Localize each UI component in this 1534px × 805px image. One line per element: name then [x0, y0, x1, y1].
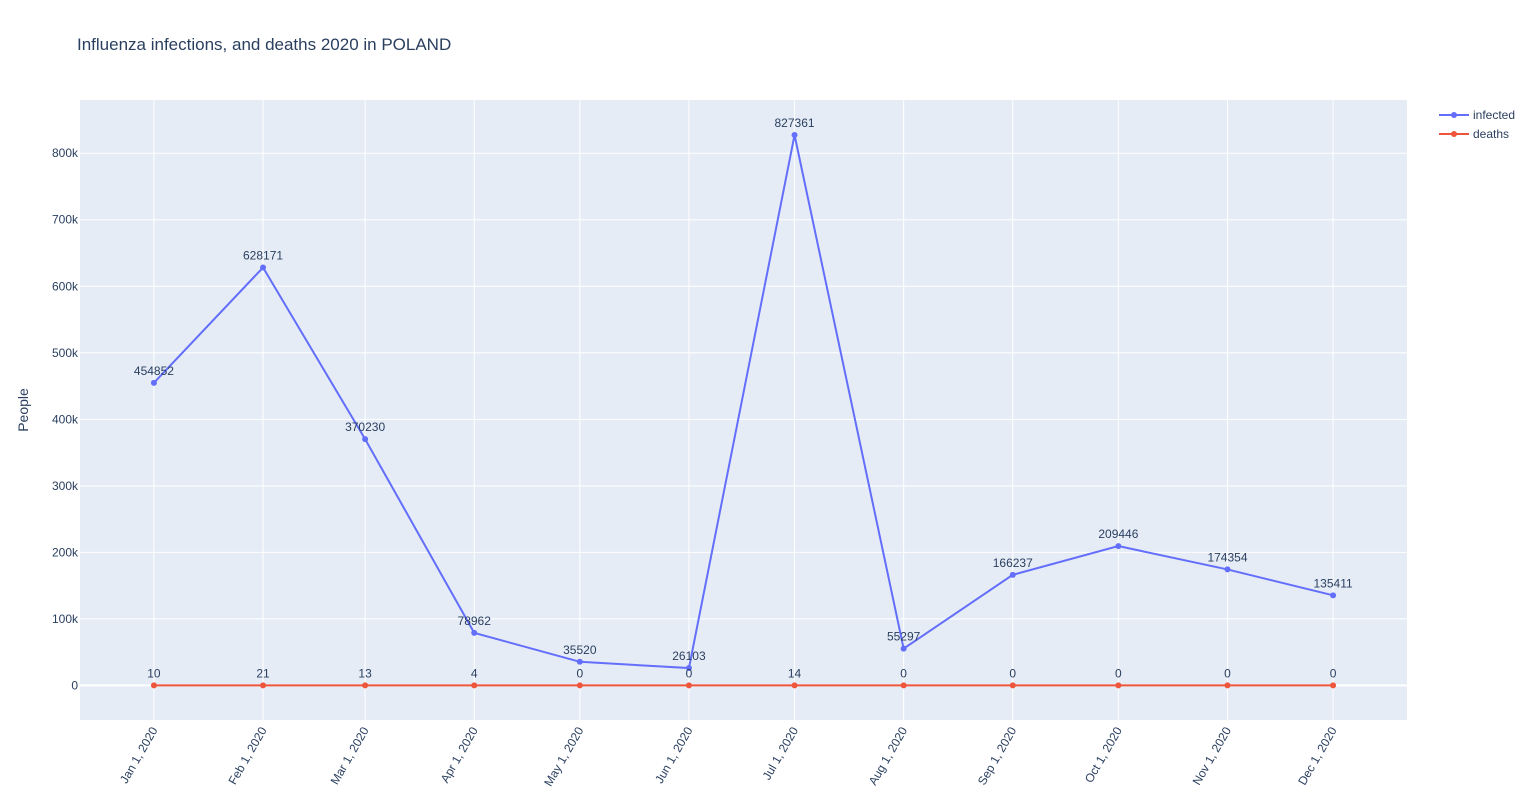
- data-point-infected: [260, 265, 266, 271]
- x-tick-label: Feb 1, 2020: [225, 724, 269, 787]
- legend-label: deaths: [1473, 127, 1509, 141]
- plot-area: [80, 100, 1407, 720]
- data-point-infected: [1115, 543, 1121, 549]
- data-label-deaths: 14: [788, 666, 802, 680]
- data-point-infected: [1330, 592, 1336, 598]
- x-tick-label: Jul 1, 2020: [760, 724, 802, 782]
- data-label-infected: 78962: [458, 614, 492, 628]
- data-point-infected: [471, 630, 477, 636]
- data-point-deaths: [151, 682, 157, 688]
- data-label-deaths: 0: [900, 666, 907, 680]
- x-tick-label: Aug 1, 2020: [866, 724, 911, 787]
- data-label-deaths: 0: [576, 666, 583, 680]
- data-point-deaths: [1224, 682, 1230, 688]
- x-tick-label: Jun 1, 2020: [652, 724, 696, 786]
- data-label-deaths: 4: [471, 666, 478, 680]
- data-point-infected: [792, 132, 798, 138]
- y-tick-label: 300k: [52, 479, 79, 493]
- data-point-deaths: [1330, 682, 1336, 688]
- data-point-deaths: [686, 682, 692, 688]
- data-label-deaths: 10: [147, 666, 161, 680]
- data-point-deaths: [471, 682, 477, 688]
- data-point-infected: [362, 436, 368, 442]
- y-tick-label: 100k: [52, 612, 79, 626]
- data-point-infected: [151, 380, 157, 386]
- data-label-deaths: 21: [256, 666, 270, 680]
- data-label-deaths: 0: [1224, 666, 1231, 680]
- data-label-deaths: 0: [1330, 666, 1337, 680]
- x-tick-label: Mar 1, 2020: [328, 724, 372, 787]
- data-label-infected: 35520: [563, 643, 597, 657]
- y-tick-label: 400k: [52, 412, 79, 426]
- y-axis-title: People: [15, 388, 31, 432]
- legend-label: infected: [1473, 108, 1515, 122]
- data-label-infected: 370230: [345, 420, 385, 434]
- legend-swatch-marker: [1451, 112, 1457, 118]
- y-tick-label: 0: [71, 678, 78, 692]
- y-tick-label: 200k: [52, 545, 79, 559]
- data-label-infected: 628171: [243, 249, 283, 263]
- data-point-infected: [901, 646, 907, 652]
- data-point-infected: [577, 659, 583, 665]
- data-point-deaths: [901, 682, 907, 688]
- x-axis: Jan 1, 2020 Feb 1, 2020 Mar 1, 2020 Apr 1, …: [117, 724, 1340, 788]
- x-tick-label: Sep 1, 2020: [975, 724, 1020, 787]
- x-tick-label: Oct 1, 2020: [1082, 724, 1125, 785]
- data-label-infected: 55297: [887, 630, 921, 644]
- y-tick-label: 500k: [52, 346, 79, 360]
- data-label-infected: 174354: [1207, 550, 1247, 564]
- x-tick-label: Jan 1, 2020: [117, 724, 161, 786]
- x-tick-label: Apr 1, 2020: [438, 724, 481, 785]
- chart-title: Influenza infections, and deaths 2020 in…: [77, 35, 451, 54]
- data-point-deaths: [1115, 682, 1121, 688]
- x-tick-label: May 1, 2020: [541, 724, 586, 788]
- legend[interactable]: infected deaths: [1439, 108, 1515, 141]
- legend-swatch-marker: [1451, 131, 1457, 137]
- y-tick-label: 700k: [52, 213, 79, 227]
- data-point-deaths: [577, 682, 583, 688]
- data-label-deaths: 13: [358, 666, 372, 680]
- data-point-deaths: [362, 682, 368, 688]
- data-label-infected: 454852: [134, 364, 174, 378]
- x-tick-label: Dec 1, 2020: [1295, 724, 1340, 787]
- data-point-deaths: [260, 682, 266, 688]
- data-point-deaths: [1010, 682, 1016, 688]
- data-label-infected: 166237: [993, 556, 1033, 570]
- data-label-deaths: 0: [1009, 666, 1016, 680]
- y-tick-label: 600k: [52, 279, 79, 293]
- data-label-deaths: 0: [686, 666, 693, 680]
- legend-item-deaths[interactable]: deaths: [1439, 127, 1509, 141]
- data-label-infected: 209446: [1098, 527, 1138, 541]
- y-axis: 0 100k 200k 300k 400k 500k 600k 700k 800k: [52, 146, 79, 692]
- y-tick-label: 800k: [52, 146, 79, 160]
- data-label-infected: 135411: [1314, 576, 1353, 590]
- data-point-deaths: [792, 682, 798, 688]
- legend-item-infected[interactable]: infected: [1439, 108, 1515, 122]
- data-label-deaths: 0: [1115, 666, 1122, 680]
- data-label-infected: 26103: [672, 649, 706, 663]
- data-point-infected: [1010, 572, 1016, 578]
- data-point-infected: [1224, 566, 1230, 572]
- data-label-infected: 827361: [775, 116, 815, 130]
- x-tick-label: Nov 1, 2020: [1190, 724, 1235, 787]
